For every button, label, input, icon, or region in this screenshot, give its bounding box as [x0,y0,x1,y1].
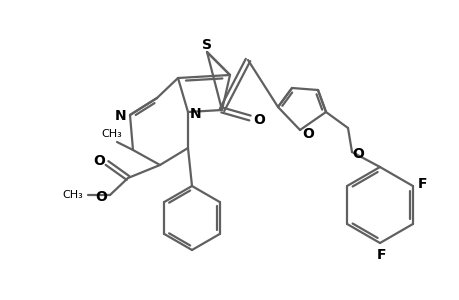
Text: F: F [417,177,427,191]
Text: N: N [190,107,202,121]
Text: F: F [376,248,386,262]
Text: O: O [351,147,363,161]
Text: CH₃: CH₃ [101,129,122,139]
Text: O: O [302,127,313,141]
Text: O: O [252,113,264,127]
Text: CH₃: CH₃ [62,190,83,200]
Text: O: O [93,154,105,168]
Text: O: O [95,190,106,204]
Text: N: N [115,109,127,123]
Text: S: S [202,38,212,52]
